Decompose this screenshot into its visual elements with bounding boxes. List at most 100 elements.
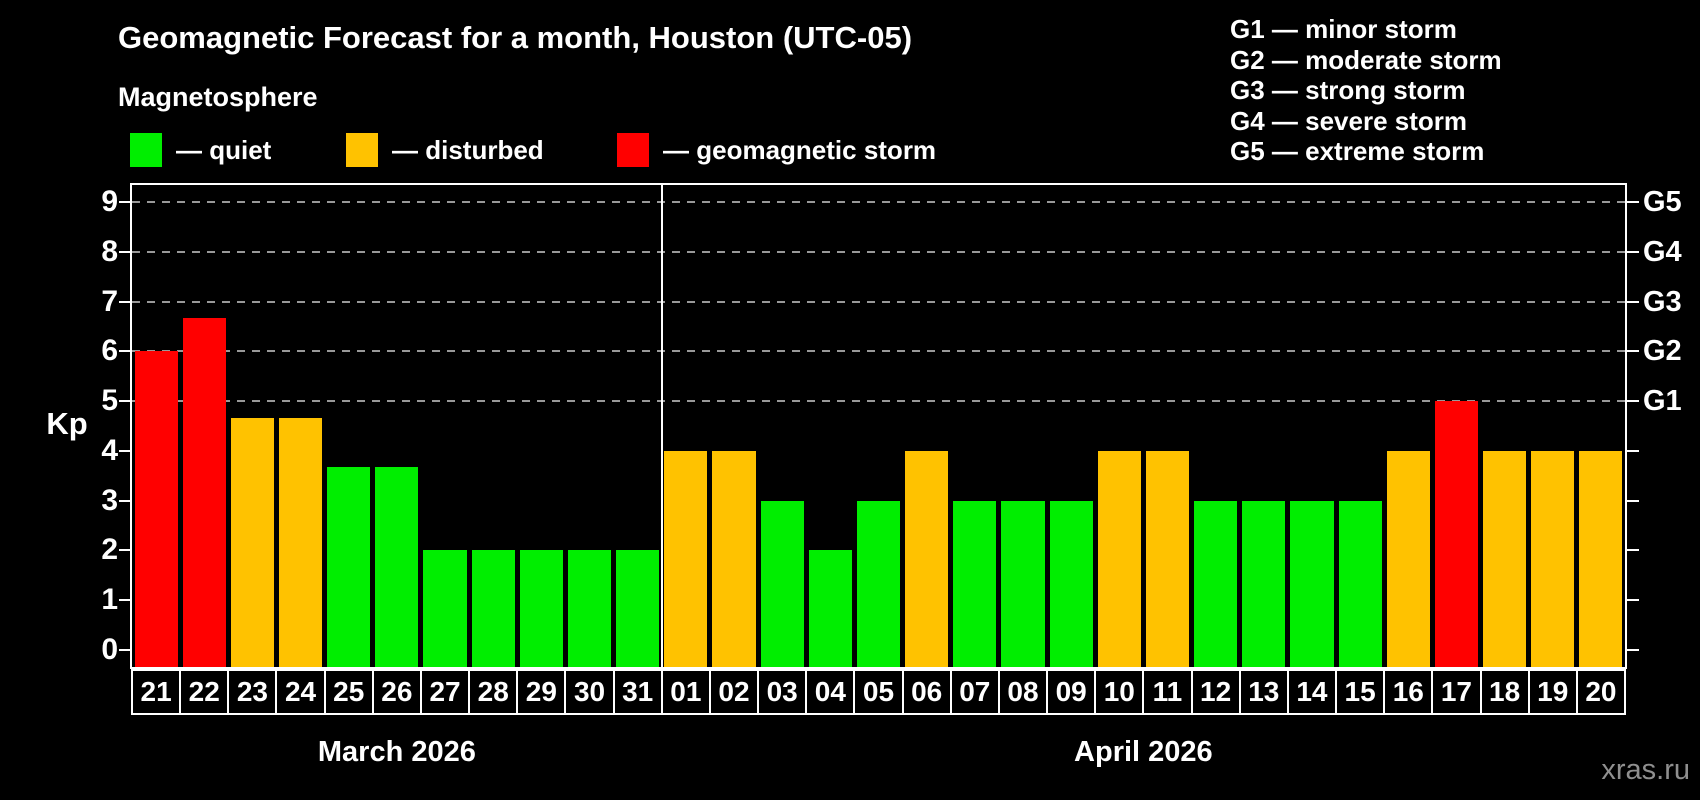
- page-title: Geomagnetic Forecast for a month, Housto…: [118, 20, 913, 55]
- y-tick-right-2: [1627, 549, 1639, 552]
- bar-day-06: [905, 450, 949, 667]
- y-tick-label-0: 0: [101, 632, 118, 666]
- y-tick-right-9: [1627, 201, 1639, 204]
- bar-day-16: [1386, 450, 1430, 667]
- y-tick-left-7: [119, 300, 131, 303]
- y-tick-left-8: [119, 251, 131, 254]
- bar-day-13: [1242, 500, 1286, 667]
- legend-label-disturbed: — disturbed: [392, 134, 544, 165]
- bar-day-10: [1097, 450, 1141, 667]
- legend-item-disturbed: — disturbed: [346, 133, 544, 167]
- bar-day-28: [471, 550, 515, 667]
- bar-day-22: [182, 318, 226, 667]
- g-legend-line: G5 — extreme storm: [1230, 136, 1485, 166]
- day-box-15: 15: [1335, 669, 1386, 715]
- y-tick-right-6: [1627, 350, 1639, 353]
- bar-day-01: [664, 450, 708, 667]
- gridline-kp9: [132, 201, 1625, 204]
- day-box-07: 07: [949, 669, 1000, 715]
- day-box-02: 02: [708, 669, 760, 715]
- bar-day-09: [1049, 500, 1093, 667]
- gridline-kp7: [132, 300, 1625, 303]
- day-box-23: 23: [227, 669, 278, 715]
- gridline-kp5: [132, 400, 1625, 403]
- bar-day-12: [1194, 500, 1238, 667]
- month-separator: [660, 185, 663, 667]
- bar-day-08: [1001, 500, 1045, 667]
- right-axis-label-G3: G3: [1643, 285, 1682, 318]
- bar-day-04: [808, 550, 852, 667]
- day-box-08: 08: [997, 669, 1049, 715]
- legend-swatch-disturbed-icon: [346, 133, 378, 167]
- day-box-09: 09: [1046, 669, 1097, 715]
- bar-day-15: [1338, 500, 1382, 667]
- y-tick-left-1: [119, 598, 131, 601]
- y-tick-left-9: [119, 201, 131, 204]
- y-axis-label: Kp: [46, 406, 88, 441]
- bar-day-31: [616, 550, 660, 667]
- y-tick-label-2: 2: [101, 533, 118, 567]
- bar-day-14: [1290, 500, 1334, 667]
- right-axis-label-G1: G1: [1643, 385, 1682, 418]
- y-tick-left-0: [119, 648, 131, 651]
- legend-item-storm: — geomagnetic storm: [617, 133, 936, 167]
- bar-day-05: [856, 500, 901, 667]
- y-tick-label-9: 9: [101, 185, 118, 219]
- y-tick-label-3: 3: [101, 483, 118, 517]
- day-box-17: 17: [1431, 669, 1482, 715]
- bar-day-20: [1579, 450, 1623, 667]
- day-box-10: 10: [1094, 669, 1145, 715]
- right-axis-label-G5: G5: [1643, 186, 1682, 219]
- right-axis-label-G4: G4: [1643, 236, 1682, 269]
- y-tick-left-5: [119, 400, 131, 403]
- legend-label-storm: — geomagnetic storm: [663, 134, 937, 165]
- y-tick-left-2: [119, 549, 131, 552]
- y-tick-left-4: [119, 449, 131, 452]
- day-box-11: 11: [1142, 669, 1193, 715]
- day-box-22: 22: [179, 669, 230, 715]
- g-legend-line: G3 — strong storm: [1230, 75, 1466, 105]
- day-box-20: 20: [1575, 669, 1626, 715]
- y-tick-right-7: [1627, 300, 1639, 303]
- watermark: xras.ru: [1601, 754, 1690, 786]
- bar-day-29: [519, 550, 563, 667]
- day-box-25: 25: [323, 669, 374, 715]
- y-tick-label-5: 5: [101, 384, 118, 418]
- day-box-31: 31: [612, 669, 663, 715]
- g-legend-line: G2 — moderate storm: [1230, 44, 1502, 75]
- day-box-16: 16: [1383, 669, 1434, 715]
- month-label: April 2026: [1074, 736, 1213, 768]
- bar-day-21: [134, 351, 178, 667]
- bar-day-07: [953, 500, 997, 667]
- legend-swatch-quiet-icon: [130, 133, 162, 167]
- day-box-04: 04: [805, 669, 856, 715]
- y-tick-right-1: [1627, 598, 1639, 601]
- y-tick-right-4: [1627, 449, 1639, 452]
- bar-day-11: [1145, 450, 1190, 667]
- gridline-kp8: [132, 251, 1625, 254]
- y-tick-right-8: [1627, 251, 1639, 254]
- bar-day-24: [278, 417, 323, 667]
- y-tick-label-7: 7: [101, 284, 118, 318]
- g-legend-line: G4 — severe storm: [1230, 105, 1468, 136]
- day-box-30: 30: [564, 669, 615, 715]
- month-label: March 2026: [317, 736, 476, 768]
- g-scale-legend: G1 — minor storm G2 — moderate storm G3 — …: [1230, 14, 1502, 167]
- bar-day-19: [1531, 450, 1575, 667]
- y-tick-label-1: 1: [101, 582, 118, 616]
- day-box-13: 13: [1238, 669, 1289, 715]
- day-box-06: 06: [901, 669, 952, 715]
- day-box-21: 21: [131, 669, 182, 715]
- day-box-29: 29: [516, 669, 567, 715]
- legend-item-quiet: — quiet: [130, 133, 271, 167]
- day-box-26: 26: [371, 669, 422, 715]
- y-tick-left-6: [119, 350, 131, 353]
- bar-day-25: [327, 467, 371, 667]
- bar-day-27: [423, 550, 467, 667]
- bar-day-23: [230, 417, 274, 667]
- right-axis-label-G2: G2: [1643, 335, 1682, 368]
- day-box-24: 24: [275, 669, 326, 715]
- day-box-14: 14: [1286, 669, 1338, 715]
- y-tick-label-8: 8: [101, 235, 118, 269]
